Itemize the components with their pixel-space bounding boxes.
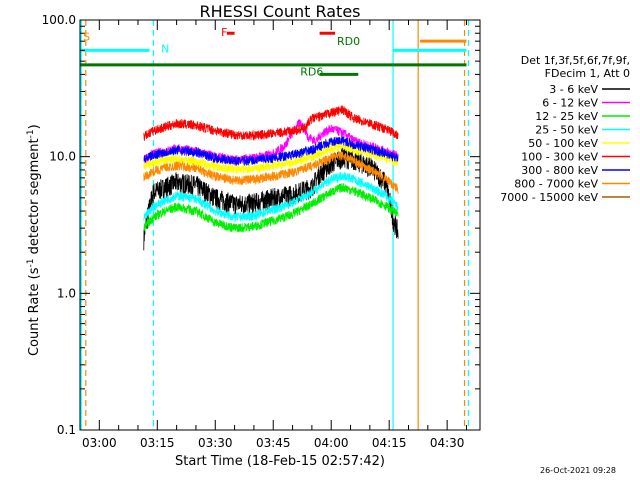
legend-header-line: Det 1f,3f,5f,6f,7f,9f, (520, 54, 630, 67)
legend-label: 7000 - 15000 keV (500, 191, 598, 204)
y-axis-label-part: ) (27, 124, 43, 130)
series-line (143, 104, 399, 141)
legend-label: 25 - 50 keV (535, 124, 598, 137)
timestamp: 26-Oct-2021 09:28 (540, 466, 616, 475)
flag-label: RD6 (300, 65, 323, 78)
legend-header-line: FDecim 1, Att 0 (544, 67, 630, 80)
x-tick-label: 03:00 (82, 436, 117, 450)
y-axis-label-exponent: -1 (25, 129, 36, 139)
y-axis-label-exponent: -1 (25, 258, 36, 268)
x-tick-label: 03:15 (140, 436, 175, 450)
series-line (143, 171, 399, 223)
legend-label: 100 - 300 keV (521, 151, 598, 164)
y-axis-label-part: detector segment (27, 138, 43, 259)
y-tick-label: 1.0 (57, 286, 76, 300)
series-lines (143, 104, 399, 251)
x-axis: 03:00 03:15 03:30 03:45 04:00 04:15 04:30 (79, 20, 467, 450)
legend-label: 800 - 7000 keV (514, 178, 598, 191)
legend-label: 300 - 800 keV (521, 164, 598, 177)
series-line (143, 151, 399, 194)
x-tick-label: 04:15 (372, 436, 407, 450)
legend-label: 6 - 12 keV (542, 97, 598, 110)
flag-label: S (83, 30, 90, 43)
y-tick-label: 10.0 (49, 150, 76, 164)
x-tick-label: 03:45 (256, 436, 291, 450)
flag-labels: S N F RD0 RD6 (83, 26, 360, 79)
flag-bars (80, 31, 467, 76)
attenuator-lines (80, 20, 470, 430)
legend-label: 3 - 6 keV (549, 83, 598, 96)
y-tick-label: 100.0 (42, 13, 76, 27)
flag-label: N (161, 42, 169, 55)
y-axis-label-part: Count Rate (s (27, 267, 43, 357)
series-line (143, 183, 399, 233)
legend-label: 50 - 100 keV (528, 137, 598, 150)
x-axis-label: Start Time (18-Feb-15 02:57:42) (175, 454, 385, 469)
x-tick-label: 04:30 (430, 436, 465, 450)
y-axis: 0.1 1.0 10.0 100.0 (42, 13, 480, 437)
series-line (143, 135, 399, 166)
x-tick-label: 04:00 (314, 436, 349, 450)
y-axis-label: Count Rate (s-1 detector segment-1) (26, 110, 42, 370)
legend-label: 12 - 25 keV (535, 110, 598, 123)
flag-label: RD0 (337, 35, 360, 48)
chart-title: RHESSI Count Rates (199, 2, 361, 21)
flag-label: F (221, 26, 227, 39)
x-tick-label: 03:30 (198, 436, 233, 450)
plot-frame (79, 19, 481, 431)
series-line (143, 119, 399, 165)
y-tick-label: 0.1 (57, 423, 76, 437)
